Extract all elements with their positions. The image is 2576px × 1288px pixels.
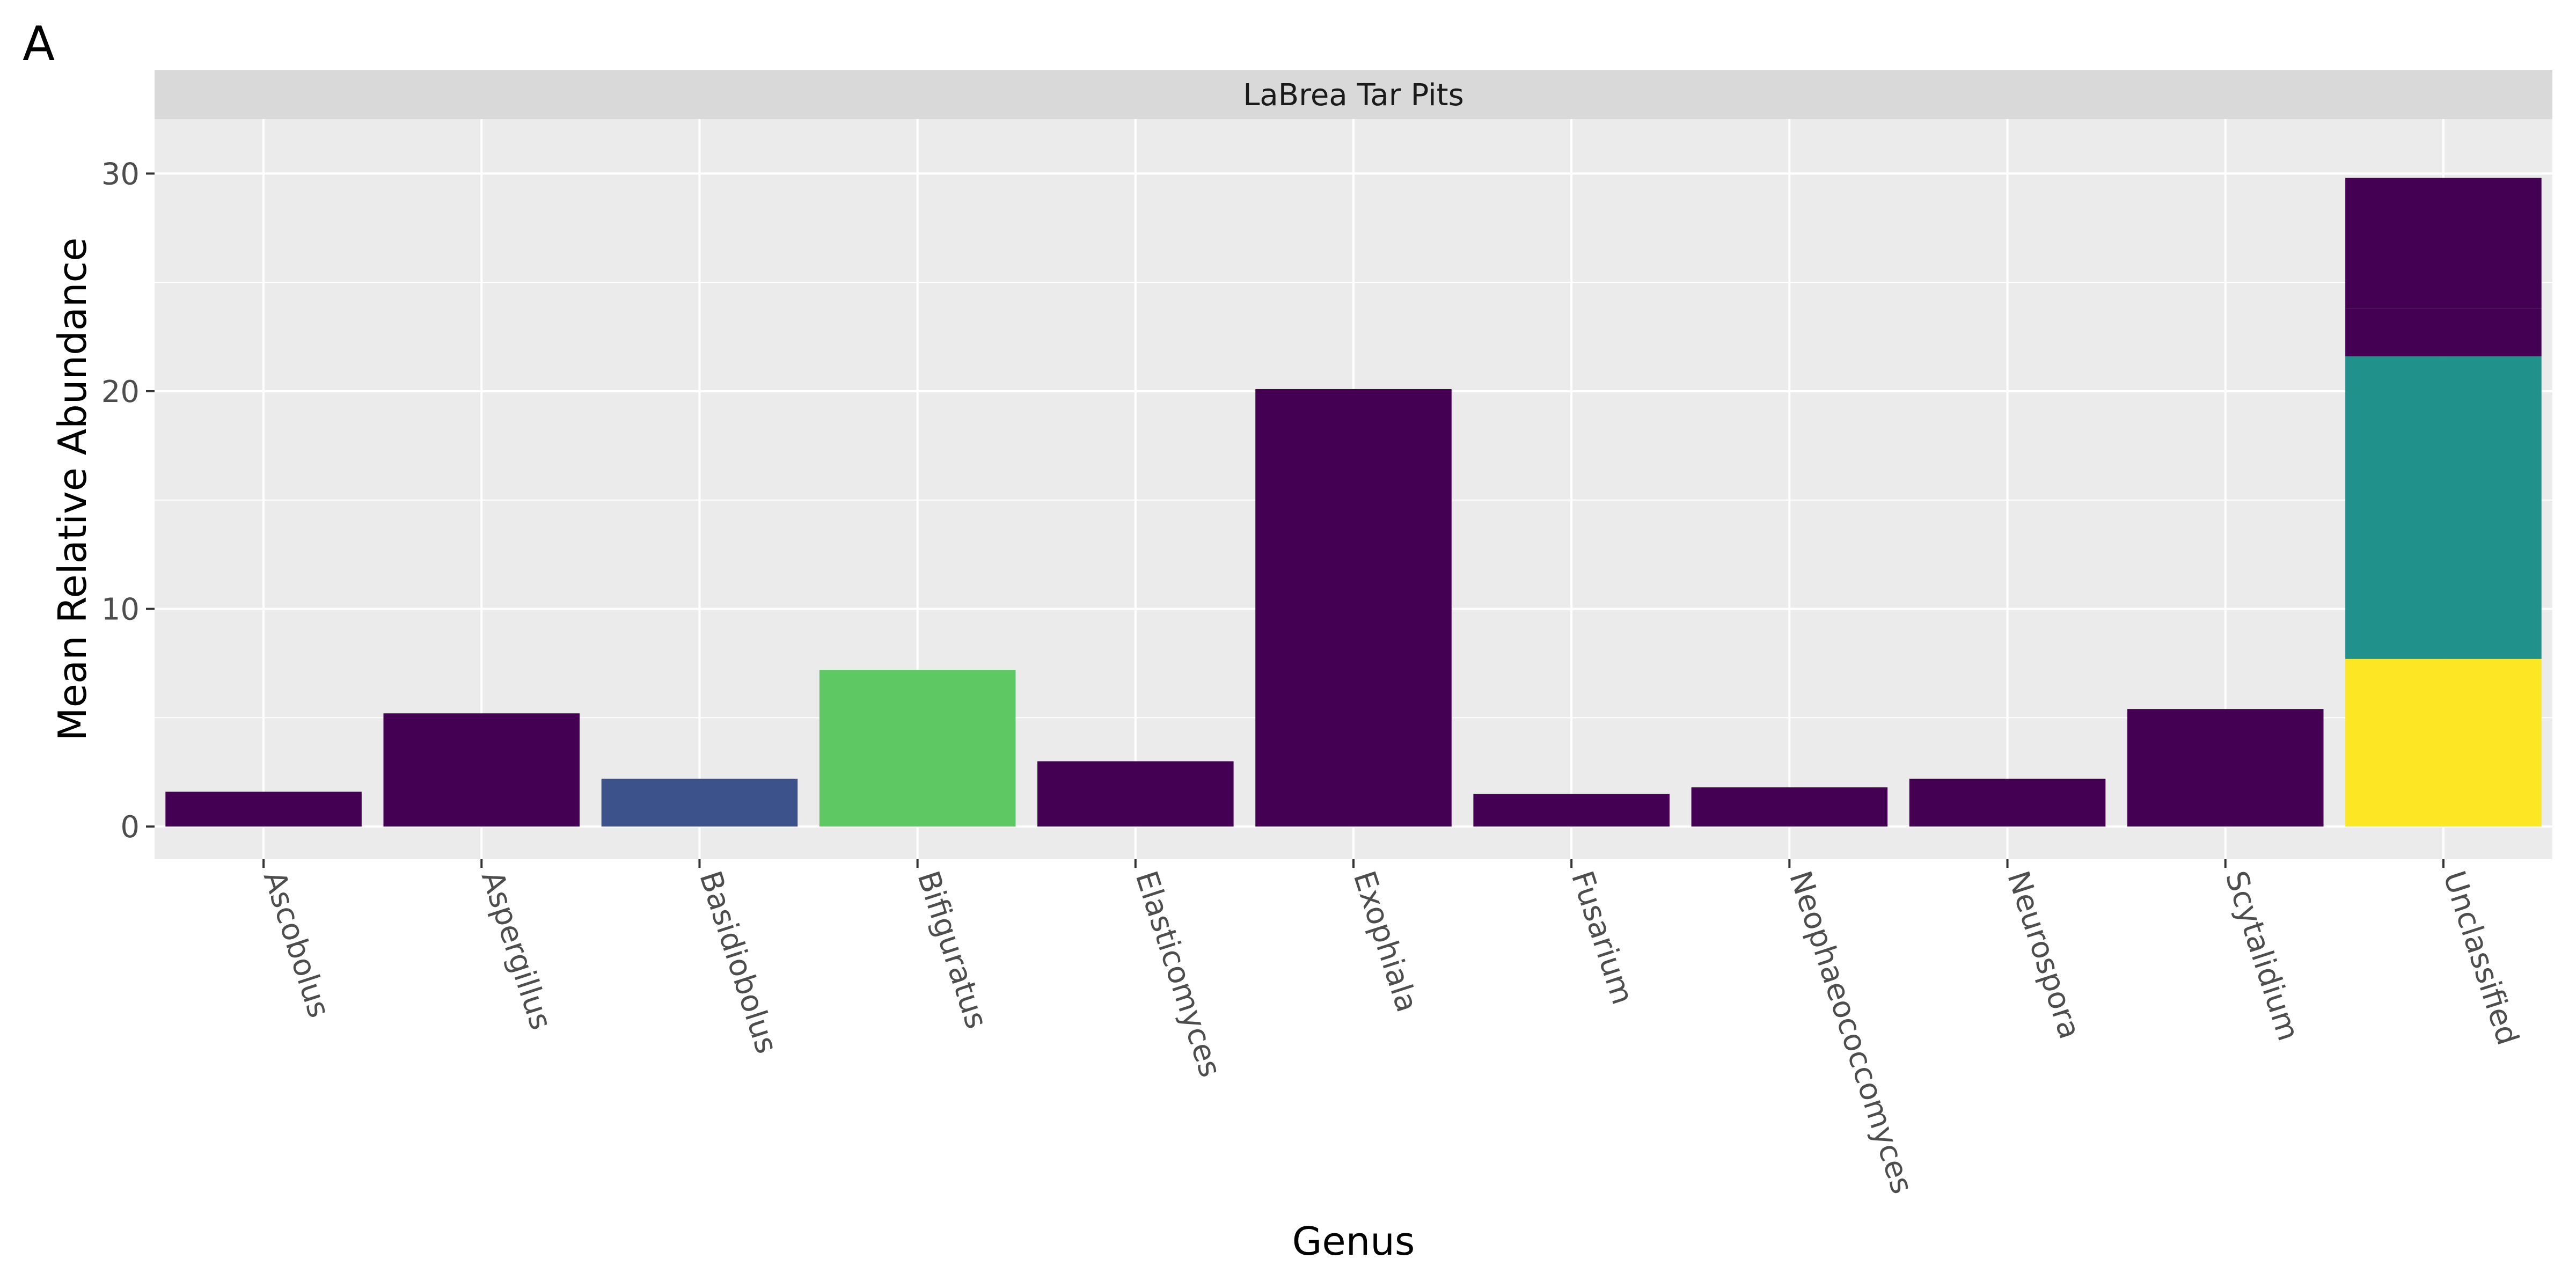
x-tick-label: Neurospora — [2000, 867, 2087, 1043]
bar-bifiguratus-segment-0 — [819, 670, 1016, 827]
y-tick-label: 20 — [101, 375, 140, 409]
bar-ascobolus-segment-0 — [165, 792, 362, 827]
y-tick-label: 30 — [101, 157, 140, 192]
bar-basidiobolus-segment-0 — [601, 778, 798, 827]
x-tick-label: Fusarium — [1564, 867, 1640, 1008]
panel-letter: A — [23, 16, 55, 71]
bar-neophaeococcomyces-segment-0 — [1691, 787, 1888, 827]
y-tick-label: 10 — [101, 592, 140, 627]
y-tick-label: 0 — [120, 810, 140, 845]
facet-title: LaBrea Tar Pits — [1243, 78, 1464, 113]
bar-aspergillus-segment-0 — [383, 713, 580, 827]
bar-unclassified-segment-2 — [2345, 308, 2542, 357]
x-tick-label: Bifiguratus — [910, 867, 994, 1033]
bar-elasticomyces-segment-0 — [1037, 761, 1234, 827]
x-tick-label: Neophaeococcomyces — [1782, 867, 1920, 1198]
x-axis-title: Genus — [1292, 1219, 1415, 1264]
x-tick-label: Elasticomyces — [1129, 867, 1228, 1081]
bar-unclassified-segment-1 — [2345, 356, 2542, 659]
bar-neurospora-segment-0 — [1909, 778, 2106, 827]
bar-fusarium-segment-0 — [1473, 794, 1670, 827]
facet-strip — [155, 70, 2552, 119]
x-tick-label: Aspergillus — [474, 867, 559, 1034]
bar-exophiala-segment-0 — [1255, 389, 1452, 827]
bar-unclassified-segment-0 — [2345, 658, 2542, 827]
x-tick-label: Scytalidium — [2218, 867, 2306, 1045]
x-tick-label: Basidiobolus — [692, 867, 784, 1058]
bar-scytalidium-segment-0 — [2127, 709, 2324, 827]
x-tick-label: Ascobolus — [257, 867, 336, 1022]
y-axis-title: Mean Relative Abundance — [50, 238, 95, 741]
x-tick-label: Unclassified — [2436, 867, 2526, 1049]
x-tick-label: Exophiala — [1346, 867, 1425, 1016]
bar-unclassified-segment-3 — [2345, 178, 2542, 309]
